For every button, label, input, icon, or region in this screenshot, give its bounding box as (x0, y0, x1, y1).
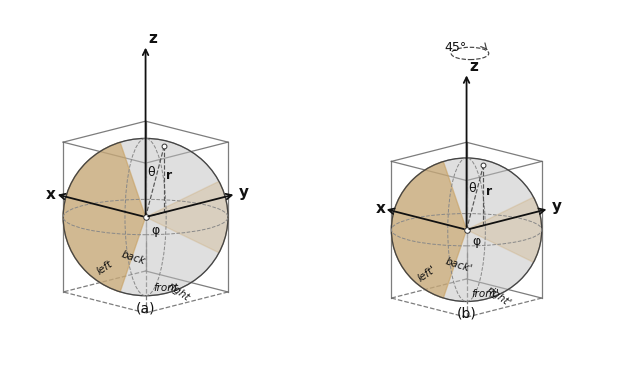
Text: φ: φ (152, 224, 160, 237)
Ellipse shape (428, 194, 510, 252)
Text: x: x (376, 201, 385, 217)
Text: left: left (95, 258, 115, 276)
Text: r: r (166, 169, 172, 182)
Text: θ: θ (468, 182, 476, 195)
Text: φ: φ (472, 235, 480, 248)
Text: left': left' (417, 264, 438, 284)
Text: right: right (166, 281, 191, 303)
Polygon shape (63, 142, 145, 292)
Polygon shape (467, 197, 541, 262)
Polygon shape (145, 181, 228, 253)
Text: back': back' (444, 257, 473, 275)
Text: 45°: 45° (444, 41, 467, 54)
Text: y: y (239, 185, 249, 200)
Text: z: z (148, 31, 157, 46)
Ellipse shape (102, 178, 193, 241)
Text: r: r (486, 185, 492, 198)
Text: x: x (46, 187, 56, 202)
Text: y: y (552, 199, 562, 214)
Text: (b): (b) (457, 306, 476, 320)
Text: θ: θ (148, 166, 156, 179)
Text: z: z (469, 59, 478, 74)
Text: right': right' (485, 284, 513, 308)
Text: (a): (a) (136, 302, 156, 316)
Text: back: back (120, 249, 147, 266)
Ellipse shape (63, 138, 228, 296)
Polygon shape (392, 162, 467, 298)
Text: front': front' (472, 289, 499, 299)
Ellipse shape (392, 158, 541, 301)
Text: front: front (154, 283, 179, 293)
